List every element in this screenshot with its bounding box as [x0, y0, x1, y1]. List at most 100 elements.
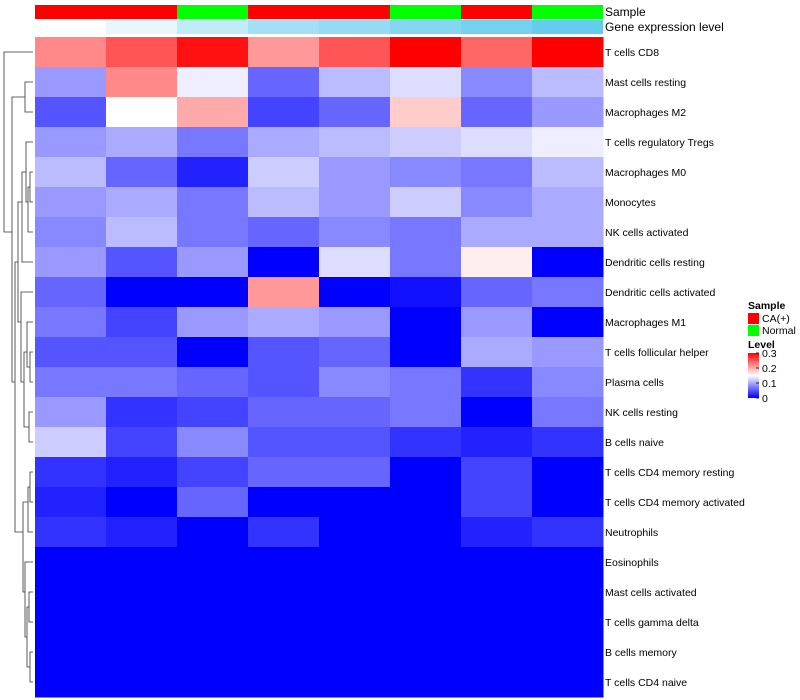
row-label: Eosinophils [605, 557, 659, 569]
dendrogram-branch [11, 96, 25, 383]
heatmap-cell [461, 457, 533, 488]
heatmap-cell [177, 637, 249, 668]
heatmap-cell [106, 307, 178, 338]
heatmap-cell [461, 157, 533, 188]
heatmap-cell [248, 67, 320, 98]
heatmap-cell [390, 607, 462, 638]
heatmap-cell [390, 637, 462, 668]
heatmap-cell [177, 517, 249, 548]
heatmap-cell [35, 127, 107, 158]
row-label: NK cells resting [605, 407, 678, 419]
dendrogram-branch [21, 171, 33, 263]
heatmap-cell [248, 487, 320, 518]
heatmap-cell [177, 217, 249, 248]
heatmap-cell [390, 127, 462, 158]
heatmap-cell [319, 37, 391, 68]
heatmap-cell [461, 607, 533, 638]
dendrogram-branch [28, 411, 33, 443]
dendrogram-branch [29, 171, 33, 203]
sample-annotation-cell [319, 5, 390, 19]
heatmap-cell [106, 517, 178, 548]
heatmap-cell [532, 397, 604, 428]
heatmap-cell [248, 247, 320, 278]
row-label: Dendritic cells activated [605, 287, 715, 299]
heatmap-cell [177, 37, 249, 68]
heatmap-cell [319, 217, 391, 248]
legend-swatch [748, 313, 759, 324]
legend-tick-label: 0.3 [762, 348, 777, 360]
legend-tick-label: 0.1 [762, 378, 777, 390]
heatmap-cell [532, 67, 604, 98]
heatmap-cell [177, 667, 249, 698]
row-label: T cells CD4 memory activated [605, 497, 745, 509]
heatmap-cell [461, 637, 533, 668]
annotation-label: Gene expression level [605, 20, 724, 34]
sample-annotation-cell [461, 5, 532, 19]
heatmap-cell [248, 157, 320, 188]
dendrogram-branch [28, 591, 33, 623]
heatmap-cell [106, 577, 178, 608]
row-label: T cells regulatory Tregs [605, 137, 714, 149]
gene-level-annotation-cell [390, 20, 461, 34]
heatmap-cell [35, 547, 107, 578]
heatmap-cell [532, 667, 604, 698]
heatmap-cell [177, 187, 249, 218]
heatmap-cell [106, 547, 178, 578]
dendrogram-branch [26, 606, 30, 668]
heatmap-cell [106, 457, 178, 488]
heatmap-cell [461, 487, 533, 518]
heatmap-cell [390, 187, 462, 218]
row-label: Dendritic cells resting [605, 257, 705, 269]
row-label: B cells memory [605, 647, 678, 659]
heatmap-cell [319, 307, 391, 338]
heatmap-cell [390, 97, 462, 128]
heatmap-cell [319, 397, 391, 428]
heatmap-cell [319, 247, 391, 278]
heatmap-cell [390, 487, 462, 518]
heatmap-cell [35, 457, 107, 488]
heatmap-cell [319, 667, 391, 698]
heatmap-cell [177, 337, 249, 368]
heatmap-cell [390, 37, 462, 68]
heatmap-cell [319, 67, 391, 98]
heatmap-cell [177, 67, 249, 98]
heatmap-cell [248, 457, 320, 488]
sample-annotation-cell [35, 5, 106, 19]
legend-level-title: Level [748, 339, 775, 351]
heatmap-cell [532, 487, 604, 518]
heatmap-cell [35, 37, 107, 68]
heatmap-cell [106, 97, 178, 128]
heatmap-cell [35, 157, 107, 188]
heatmap-cell [461, 667, 533, 698]
heatmap-cell [106, 487, 178, 518]
heatmap-cell [248, 127, 320, 158]
dendrogram-branch [14, 261, 23, 533]
dendrogram-branch [23, 351, 29, 428]
heatmap-cell [248, 637, 320, 668]
gene-level-annotation-cell [248, 20, 319, 34]
heatmap-cell [177, 97, 249, 128]
heatmap-cell [177, 547, 249, 578]
heatmap-cell [461, 427, 533, 458]
heatmap-cell [248, 427, 320, 458]
heatmap-cell [106, 277, 178, 308]
heatmap-cell [532, 607, 604, 638]
legend-color-bar [748, 353, 759, 398]
heatmap-cell [390, 157, 462, 188]
heatmap-cell [461, 37, 533, 68]
row-dendrogram [3, 51, 33, 683]
heatmap-cell [461, 397, 533, 428]
heatmap-cell [248, 97, 320, 128]
heatmap-cell [35, 337, 107, 368]
heatmap-cell [532, 187, 604, 218]
dendrogram-branch [27, 486, 33, 533]
heatmap-cell [35, 277, 107, 308]
row-label: NK cells activated [605, 227, 689, 239]
heatmap-cell [532, 337, 604, 368]
dendrogram-branch [24, 81, 33, 113]
heatmap-cell [177, 427, 249, 458]
heatmap-cell [106, 67, 178, 98]
sample-annotation-cell [390, 5, 461, 19]
heatmap-cell [532, 457, 604, 488]
